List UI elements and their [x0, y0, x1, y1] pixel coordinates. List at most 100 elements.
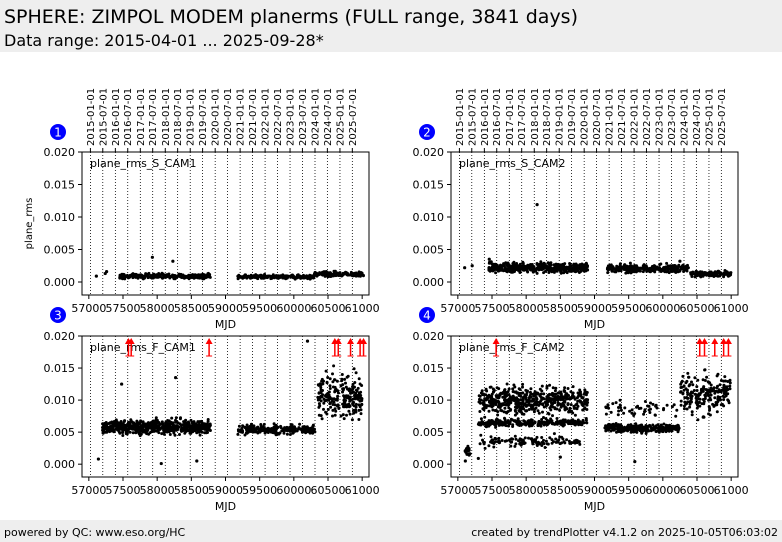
data-point: [166, 275, 170, 278]
data-point: [517, 439, 520, 443]
data-point: [703, 379, 707, 382]
data-point: [540, 436, 544, 439]
data-point: [560, 421, 564, 425]
data-point: [698, 400, 701, 404]
data-point: [489, 399, 493, 403]
data-point: [489, 396, 493, 400]
data-point: [649, 401, 652, 405]
data-point: [297, 426, 301, 430]
data-point: [616, 413, 620, 417]
data-point: [511, 387, 515, 391]
y-tick-label: 0.005: [44, 244, 76, 257]
data-point: [532, 393, 536, 397]
data-point: [484, 406, 488, 410]
data-point: [524, 267, 528, 271]
data-point: [335, 272, 339, 276]
data-point: [108, 421, 112, 425]
data-point: [699, 391, 703, 394]
date-tick-label: 2020-01-01: [580, 88, 591, 146]
data-point: [352, 272, 356, 276]
data-point: [360, 384, 364, 387]
data-point: [536, 392, 540, 395]
data-point: [559, 271, 563, 275]
data-point: [691, 383, 695, 387]
report-header: SPHERE: ZIMPOL MODEM planerms (FULL rang…: [0, 0, 782, 52]
data-point: [551, 268, 554, 272]
data-point: [679, 403, 683, 407]
data-point: [630, 411, 634, 415]
data-point: [713, 396, 717, 400]
data-point: [145, 424, 149, 428]
data-point: [630, 408, 634, 412]
data-point: [506, 390, 510, 394]
data-point: [615, 264, 619, 268]
data-point: [357, 377, 361, 381]
data-point: [513, 390, 517, 394]
date-tick-label: 2022-01-01: [630, 88, 641, 146]
data-point: [530, 399, 534, 403]
data-point: [514, 409, 517, 413]
panel-number: 2: [423, 126, 431, 140]
data-point: [521, 396, 525, 400]
data-point: [128, 423, 132, 427]
data-point: [497, 402, 501, 406]
data-point: [525, 393, 528, 397]
data-point: [679, 399, 683, 403]
data-point: [328, 387, 332, 390]
data-point: [349, 388, 353, 392]
data-point: [130, 274, 134, 278]
x-tick-label: 58000: [140, 484, 175, 497]
data-point: [724, 394, 728, 398]
date-tick-label: 2024-07-01: [323, 88, 334, 146]
data-point: [197, 425, 201, 429]
data-point: [267, 427, 271, 431]
data-point: [584, 398, 588, 402]
data-point: [553, 422, 556, 426]
data-point: [512, 260, 516, 264]
data-point: [567, 267, 571, 271]
data-point: [636, 426, 640, 430]
data-point: [686, 393, 690, 396]
data-point: [715, 386, 719, 390]
data-point: [492, 445, 496, 449]
data-point: [647, 404, 651, 408]
data-point: [544, 439, 548, 443]
data-point: [520, 405, 524, 409]
data-point: [651, 428, 655, 432]
data-point: [618, 398, 622, 402]
data-point: [168, 422, 172, 426]
data-point: [293, 428, 297, 432]
data-point: [638, 429, 642, 433]
data-point: [184, 423, 188, 427]
y-tick-label: 0.010: [44, 394, 76, 407]
data-point: [328, 401, 332, 405]
y-tick-label: 0.010: [413, 211, 445, 224]
data-point: [123, 425, 127, 429]
data-point: [555, 422, 559, 426]
data-point: [619, 408, 623, 412]
data-point: [709, 393, 713, 397]
data-point: [193, 428, 197, 432]
data-point: [671, 425, 674, 429]
data-point: [177, 272, 181, 276]
data-point: [556, 394, 560, 398]
data-point: [528, 394, 532, 397]
data-point: [617, 269, 621, 273]
data-point: [650, 265, 654, 269]
data-point: [577, 423, 581, 427]
data-point: [463, 266, 467, 270]
data-point: [522, 407, 526, 411]
data-point: [686, 263, 689, 267]
data-point: [332, 274, 336, 278]
data-point: [726, 392, 730, 396]
data-point: [562, 396, 565, 400]
data-point: [157, 274, 161, 278]
data-point: [180, 275, 184, 279]
data-point: [259, 423, 263, 426]
data-point: [486, 422, 490, 426]
data-point: [568, 406, 572, 410]
x-tick-label: 60000: [276, 302, 311, 315]
data-point: [721, 394, 725, 398]
y-tick-label: 0.020: [44, 146, 76, 159]
data-point: [331, 385, 335, 389]
